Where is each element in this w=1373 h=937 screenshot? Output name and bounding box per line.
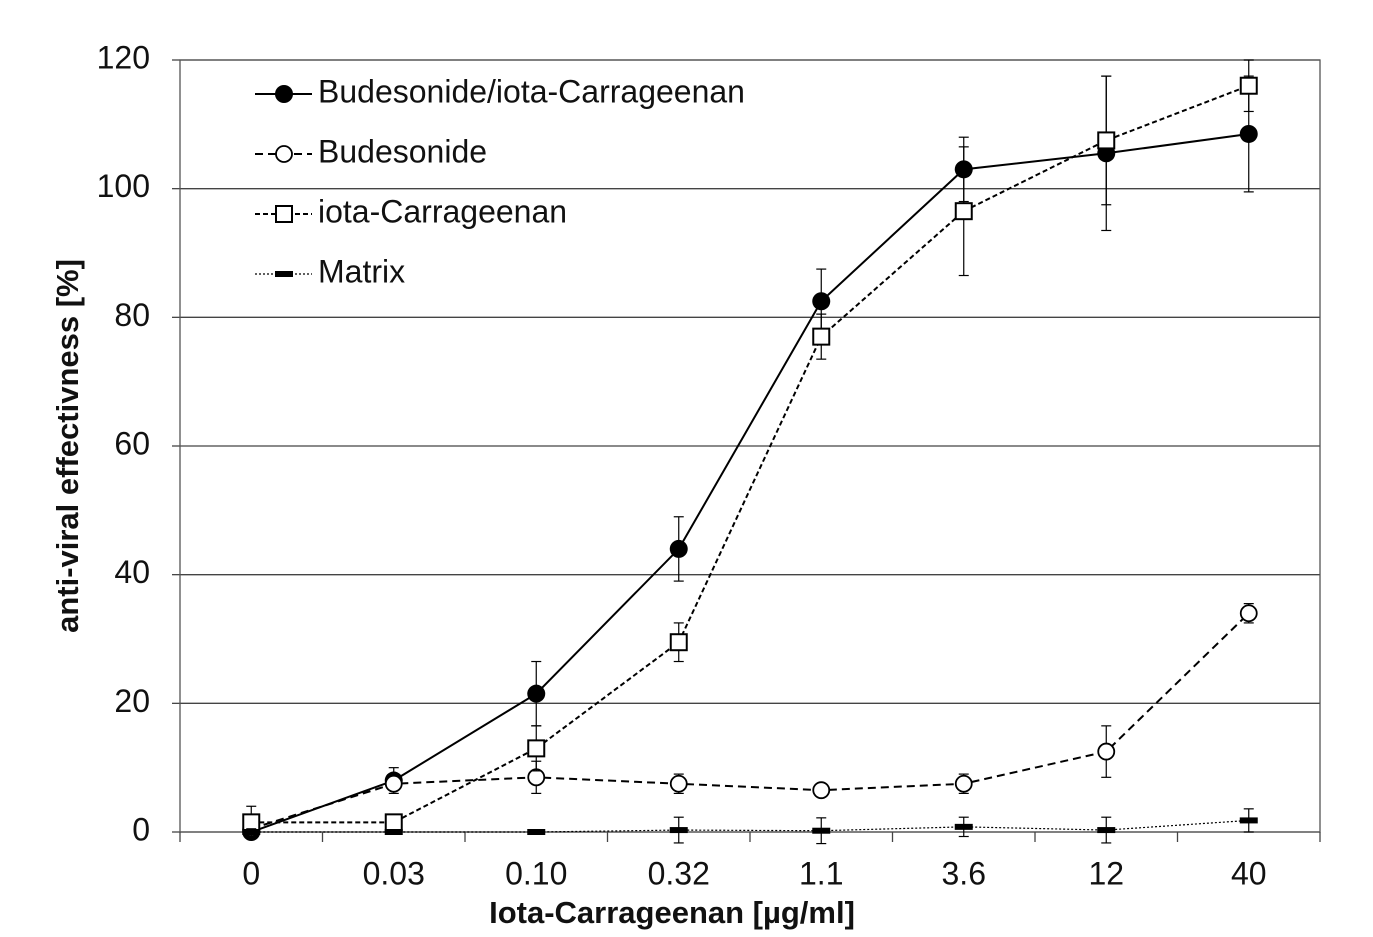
x-tick-label: 0.03 [363, 855, 425, 891]
x-tick-label: 40 [1231, 855, 1267, 891]
marker [812, 827, 831, 834]
x-tick-label: 0.32 [648, 855, 710, 891]
x-tick-label: 12 [1088, 855, 1124, 891]
marker [242, 813, 261, 832]
marker [812, 781, 831, 800]
marker [954, 774, 973, 793]
series-line [251, 84, 1250, 824]
marker [954, 823, 973, 830]
y-axis-label: anti-viral effectivness [%] [50, 259, 85, 633]
x-axis-label: Iota-Carrageenan [µg/ml] [489, 895, 855, 930]
marker [384, 774, 403, 793]
y-tick-label: 120 [97, 39, 150, 75]
marker [669, 633, 688, 652]
marker [384, 813, 403, 832]
marker [1239, 76, 1258, 95]
legend-label: Matrix [318, 253, 405, 289]
marker [1239, 817, 1258, 824]
y-tick-label: 100 [97, 168, 150, 204]
marker [669, 827, 688, 834]
marker [1097, 827, 1116, 834]
marker [527, 829, 546, 835]
y-tick-label: 60 [114, 425, 150, 461]
series-line [250, 132, 1249, 833]
legend-label: iota-Carrageenan [318, 193, 567, 229]
y-tick-label: 80 [114, 297, 150, 333]
y-tick-label: 0 [132, 811, 150, 847]
marker [527, 739, 546, 758]
marker [384, 829, 403, 835]
legend-label: Budesonide/iota-Carrageenan [318, 73, 745, 109]
marker [812, 327, 831, 346]
marker [1239, 124, 1258, 143]
marker [669, 539, 688, 558]
series-line [250, 612, 1250, 830]
marker [527, 768, 546, 787]
x-tick-label: 0 [242, 855, 260, 891]
x-tick-label: 1.1 [799, 855, 843, 891]
marker [1097, 131, 1116, 150]
marker [954, 202, 973, 221]
x-tick-label: 3.6 [942, 855, 986, 891]
legend-label: Budesonide [318, 133, 487, 169]
y-tick-label: 20 [114, 683, 150, 719]
marker [242, 829, 261, 835]
marker [275, 145, 293, 163]
marker [275, 271, 293, 277]
marker [1097, 742, 1116, 761]
marker [669, 774, 688, 793]
x-tick-label: 0.10 [505, 855, 567, 891]
marker [275, 205, 293, 223]
marker [1239, 604, 1258, 623]
marker [527, 684, 546, 703]
y-tick-label: 40 [114, 554, 150, 590]
marker [275, 85, 293, 103]
marker [812, 292, 831, 311]
